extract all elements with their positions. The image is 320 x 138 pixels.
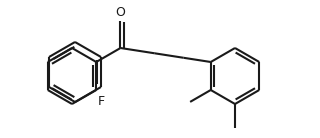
Text: O: O	[116, 6, 125, 19]
Text: F: F	[98, 95, 105, 108]
